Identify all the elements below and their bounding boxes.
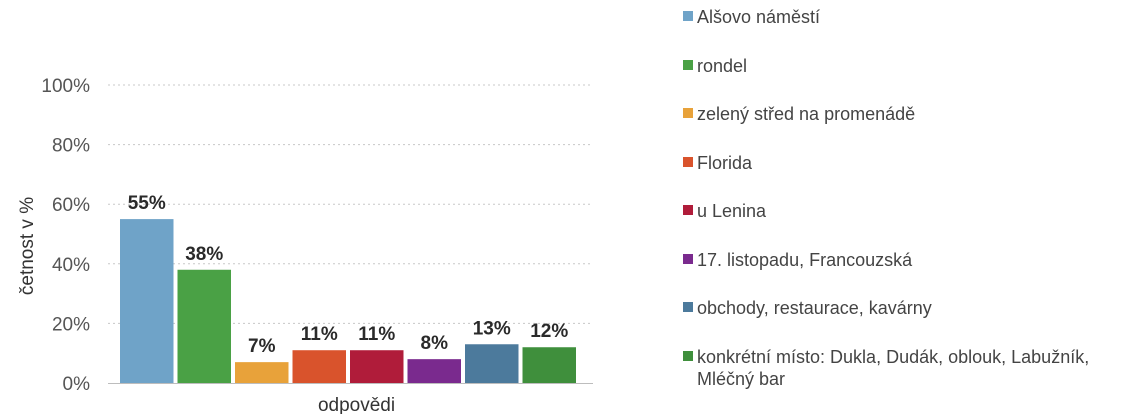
legend-label: u Lenina xyxy=(697,201,767,221)
data-label: 11% xyxy=(301,324,338,345)
legend-swatch xyxy=(683,302,693,312)
legend-swatch xyxy=(683,350,693,361)
bars xyxy=(120,219,576,383)
legend-item: obchody, restaurace, kavárny xyxy=(683,297,1123,319)
legend-label: Florida xyxy=(697,152,753,173)
legend-swatch xyxy=(683,205,693,215)
legend-label: zelený střed na promenádě xyxy=(697,104,916,124)
bar xyxy=(350,350,404,383)
legend-item: Florida xyxy=(683,152,1123,174)
legend-item: rondel xyxy=(683,55,1123,77)
data-label: 7% xyxy=(248,336,276,357)
legend-item: konkrétní místo: Dukla, Dudák, oblouk, L… xyxy=(683,346,1123,390)
legend-label: obchody, restaurace, kavárny xyxy=(697,298,932,318)
data-labels: 55% 38% 7% 11% 11% 8% 13% 12% xyxy=(128,193,569,357)
y-tick-label: 100% xyxy=(41,76,90,97)
legend-item: zelený střed na promenádě xyxy=(683,103,1123,125)
bar xyxy=(177,269,231,383)
data-label: 38% xyxy=(185,244,223,265)
y-tick-label: 80% xyxy=(52,136,90,157)
data-label: 12% xyxy=(530,321,568,342)
legend-label: konkrétní místo: Dukla, Dudák, oblouk, L… xyxy=(697,346,1090,389)
legend-swatch xyxy=(683,108,693,118)
data-label: 8% xyxy=(421,333,449,354)
bar xyxy=(407,359,461,383)
bar xyxy=(120,219,174,383)
legend-item: u Lenina xyxy=(683,200,1123,222)
legend-swatch xyxy=(683,253,693,264)
legend-item: Alšovo náměstí xyxy=(683,6,1123,28)
legend-item: 17. listopadu, Francouzská xyxy=(683,249,1123,271)
bar xyxy=(522,347,576,383)
data-label: 55% xyxy=(128,193,166,214)
y-tick-label: 60% xyxy=(52,195,90,216)
bar xyxy=(292,350,346,383)
data-label: 13% xyxy=(473,318,511,339)
y-axis-title: četnost v % xyxy=(17,197,38,295)
bar xyxy=(235,362,289,383)
y-tick-label: 20% xyxy=(52,314,90,335)
legend-label: Alšovo náměstí xyxy=(697,7,821,27)
legend-label: 17. listopadu, Francouzská xyxy=(697,249,913,270)
x-axis-title: odpovědi xyxy=(318,395,395,414)
legend-swatch xyxy=(683,59,693,70)
legend-label: rondel xyxy=(697,55,748,76)
y-tick-label: 40% xyxy=(52,255,90,276)
legend-swatch xyxy=(683,11,693,21)
y-axis-ticks: 0% 20% 40% 60% 80% 100% xyxy=(41,76,90,395)
y-tick-label: 0% xyxy=(63,374,91,395)
data-label: 11% xyxy=(358,324,395,345)
legend-swatch xyxy=(683,156,693,167)
legend: Alšovo náměstí rondel zelený střed na prom… xyxy=(683,6,1123,416)
bar xyxy=(465,344,519,383)
